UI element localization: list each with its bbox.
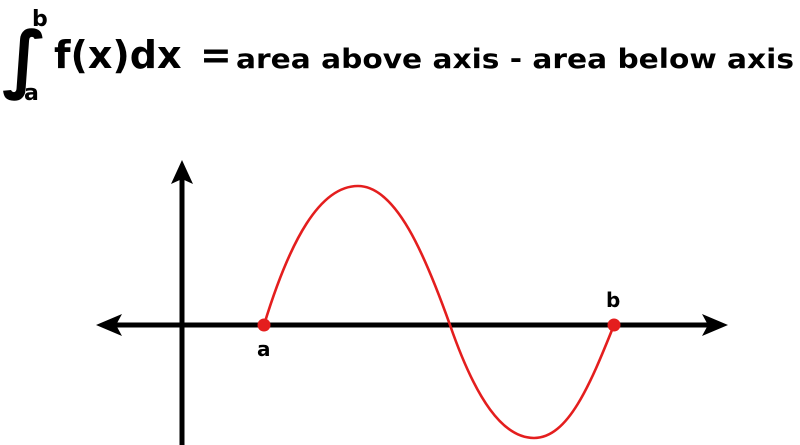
formula-rhs: area above axis - area below axis bbox=[236, 44, 794, 75]
point-a bbox=[257, 318, 271, 332]
y-axis-arrow-icon bbox=[171, 160, 193, 184]
point-b bbox=[607, 318, 621, 332]
upper-limit: b bbox=[32, 7, 48, 32]
integral-sign: ∫ bbox=[2, 16, 47, 102]
lower-limit: a bbox=[24, 81, 39, 106]
point-a-label: a bbox=[257, 337, 271, 361]
integral-formula: ∫ b a f(x)dx = area above axis - area be… bbox=[2, 7, 794, 106]
integrand: f(x)dx bbox=[54, 33, 182, 77]
x-axis-left-arrow-icon bbox=[96, 314, 122, 336]
equals-sign: = bbox=[200, 33, 232, 77]
x-axis-right-arrow-icon bbox=[702, 314, 728, 336]
point-b-label: b bbox=[606, 288, 620, 312]
function-curve bbox=[262, 184, 616, 440]
